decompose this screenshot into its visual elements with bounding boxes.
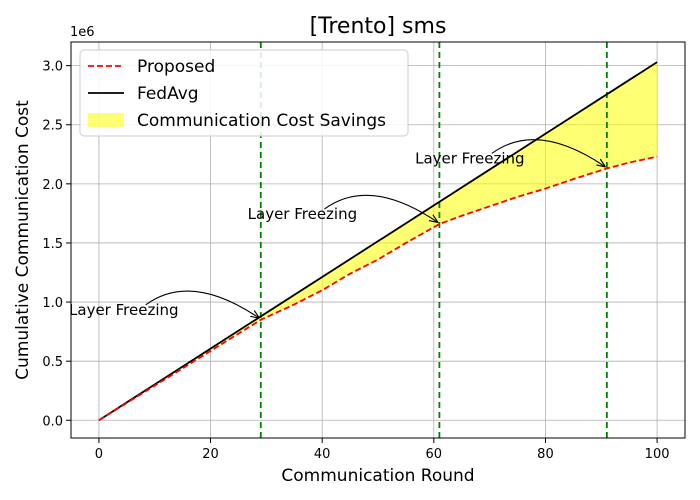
- annotation-arrow: [145, 290, 259, 318]
- annotation-label: Layer Freezing: [248, 205, 358, 223]
- legend-label: FedAvg: [137, 84, 199, 104]
- y-tick-label: 1.0: [42, 296, 63, 311]
- x-tick-label: 80: [537, 447, 554, 462]
- chart-title: [Trento] sms: [310, 14, 447, 39]
- legend-label: Proposed: [137, 57, 215, 77]
- y-tick-label: 2.5: [42, 119, 63, 134]
- y-tick-label: 2.0: [42, 178, 63, 193]
- legend-box: [79, 49, 409, 137]
- plot-frame: [70, 41, 686, 439]
- y-tick-label: 3.0: [42, 60, 63, 75]
- annotation-arrow: [491, 139, 605, 167]
- series-line-fedavg: [98, 61, 658, 422]
- annotation-label: Layer Freezing: [415, 149, 525, 167]
- legend-label: Communication Cost Savings: [137, 111, 386, 131]
- x-tick-label: 60: [426, 447, 443, 462]
- y-offset-label: 1e6: [70, 25, 95, 40]
- series-line-proposed: [98, 155, 658, 422]
- legend-swatch: [88, 113, 124, 127]
- y-tick-label: 1.5: [42, 237, 63, 252]
- x-tick-label: 0: [95, 447, 103, 462]
- annotation-label: Layer Freezing: [69, 301, 179, 319]
- x-tick-label: 100: [645, 447, 670, 462]
- x-tick-label: 40: [314, 447, 331, 462]
- x-axis-label: Communication Round: [281, 466, 474, 486]
- legend-item-fedavg: FedAvg: [88, 84, 199, 104]
- annotation-arrow: [324, 194, 437, 222]
- y-tick-label: 0.5: [42, 355, 63, 370]
- y-tick-label: 0.0: [42, 414, 63, 429]
- y-axis-label: Cumulative Communication Cost: [13, 100, 33, 380]
- legend-item-proposed: Proposed: [88, 57, 215, 77]
- legend-item-savings: Communication Cost Savings: [88, 111, 386, 131]
- legend: Proposed FedAvg Communication Cost Savings: [79, 49, 409, 137]
- x-tick-label: 20: [202, 447, 219, 462]
